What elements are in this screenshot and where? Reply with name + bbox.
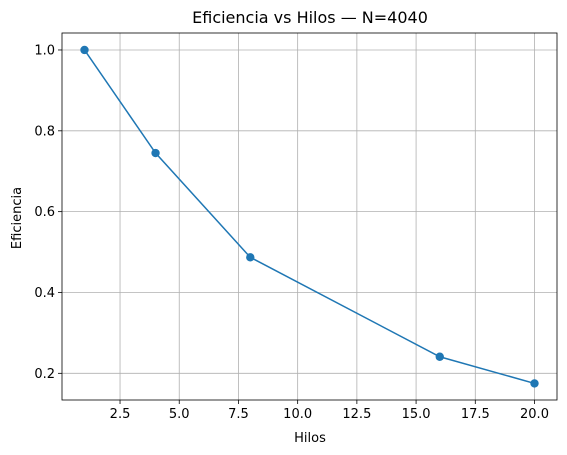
- y-tick-label: 1.0: [34, 43, 55, 58]
- y-tick-label: 0.6: [34, 205, 55, 220]
- x-tick-label: 7.5: [228, 407, 249, 422]
- plot-frame: [61, 32, 558, 401]
- x-tick-label: 17.5: [461, 407, 490, 422]
- y-axis-label: Eficiencia: [10, 187, 25, 249]
- y-tick-label: 0.2: [34, 367, 55, 382]
- y-tick-label: 0.8: [34, 124, 55, 139]
- chart-title: Eficiencia vs Hilos — N=4040: [192, 8, 428, 27]
- x-tick-label: 10.0: [283, 407, 312, 422]
- data-point: [246, 253, 255, 262]
- y-axis: 0.2 0.4 0.6 0.8 1.0: [34, 43, 62, 382]
- data-point: [80, 45, 89, 55]
- x-tick-label: 20.0: [520, 407, 549, 422]
- series-layer: [80, 45, 539, 388]
- x-axis-label: Hilos: [294, 431, 326, 446]
- x-axis: 2.5 5.0 7.5 10.0 12.5 15.0 17.5 20.0: [110, 400, 549, 422]
- grid: [62, 33, 557, 400]
- x-tick-label: 15.0: [402, 407, 431, 422]
- data-point: [151, 148, 160, 158]
- data-point: [530, 379, 539, 388]
- y-tick-label: 0.4: [34, 286, 55, 301]
- data-point: [435, 352, 444, 361]
- x-tick-label: 2.5: [110, 407, 131, 422]
- x-tick-label: 12.5: [342, 407, 371, 422]
- x-tick-label: 5.0: [169, 407, 190, 422]
